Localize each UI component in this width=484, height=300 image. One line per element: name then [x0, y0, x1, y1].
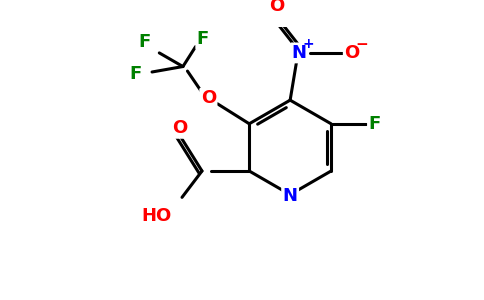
- Text: F: F: [130, 65, 142, 83]
- Text: +: +: [302, 37, 314, 51]
- Text: N: N: [283, 188, 298, 206]
- Text: O: O: [172, 119, 187, 137]
- Text: F: F: [368, 115, 381, 133]
- Text: O: O: [201, 89, 216, 107]
- Text: N: N: [292, 44, 307, 62]
- Text: −: −: [356, 37, 368, 52]
- Text: O: O: [269, 0, 284, 15]
- Text: O: O: [344, 44, 360, 62]
- Text: HO: HO: [141, 207, 172, 225]
- Text: F: F: [197, 30, 209, 48]
- Text: F: F: [138, 33, 151, 51]
